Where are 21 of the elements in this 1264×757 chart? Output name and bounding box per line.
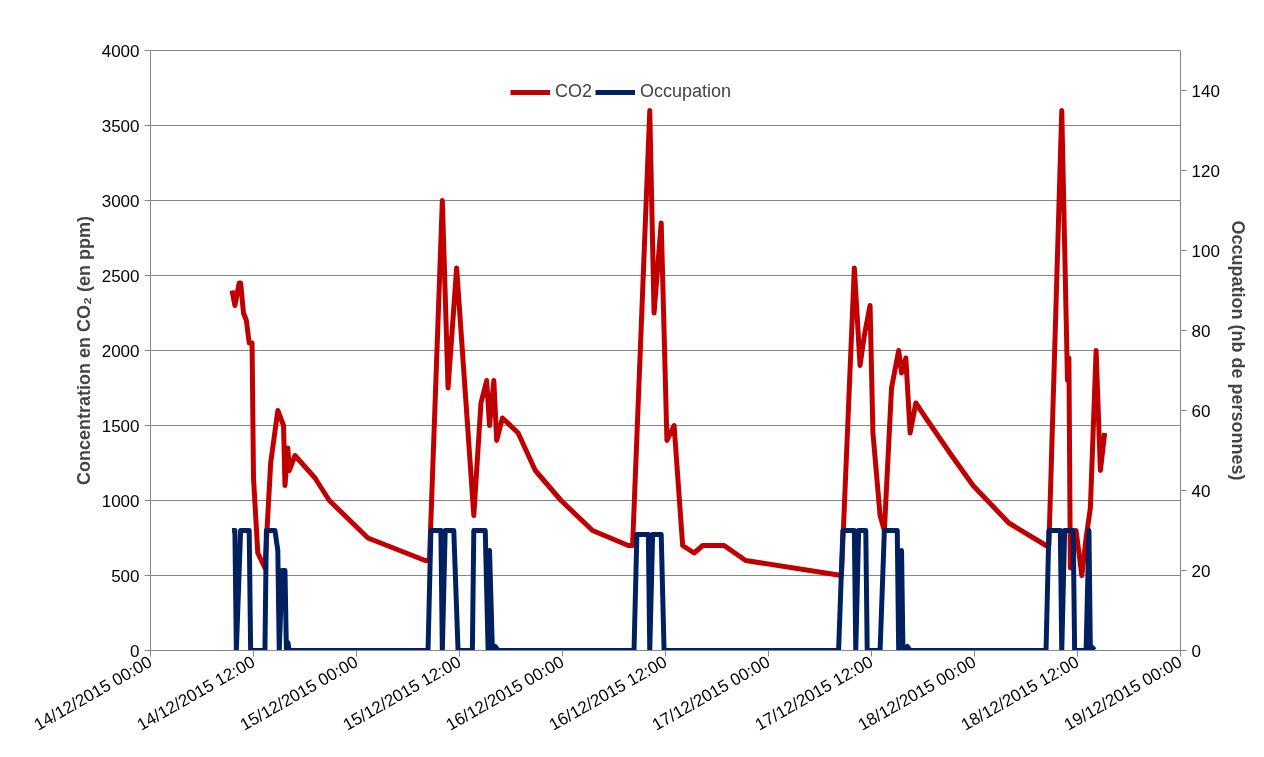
y-tick-label: 3500 — [101, 116, 140, 136]
y-axis-title: Concentration en CO₂ (en ppm) — [73, 216, 94, 485]
y-tick-label: 1500 — [101, 416, 140, 436]
legend-label: CO2 — [555, 81, 593, 102]
y2-tick-label: 0 — [1191, 641, 1201, 661]
y-tick-label: 2500 — [101, 266, 140, 286]
y-tick-label: 3000 — [101, 191, 140, 211]
y-tick-label: 1000 — [101, 491, 140, 511]
y2-axis-title: Occupation (nb de personnes) — [1227, 220, 1248, 481]
y2-tick-label: 80 — [1191, 321, 1211, 341]
y2-tick-label: 120 — [1191, 161, 1220, 181]
y-tick-label: 0 — [130, 641, 140, 661]
y-tick-label: 4000 — [101, 41, 140, 61]
legend-label: Occupation — [640, 81, 732, 102]
y2-tick-label: 20 — [1191, 561, 1211, 581]
y2-tick-label: 40 — [1191, 481, 1211, 501]
y-tick-label: 2000 — [101, 341, 140, 361]
y2-tick-label: 60 — [1191, 401, 1211, 421]
y-tick-label: 500 — [111, 566, 140, 586]
y2-tick-label: 100 — [1191, 241, 1220, 261]
y2-tick-label: 140 — [1191, 81, 1220, 101]
